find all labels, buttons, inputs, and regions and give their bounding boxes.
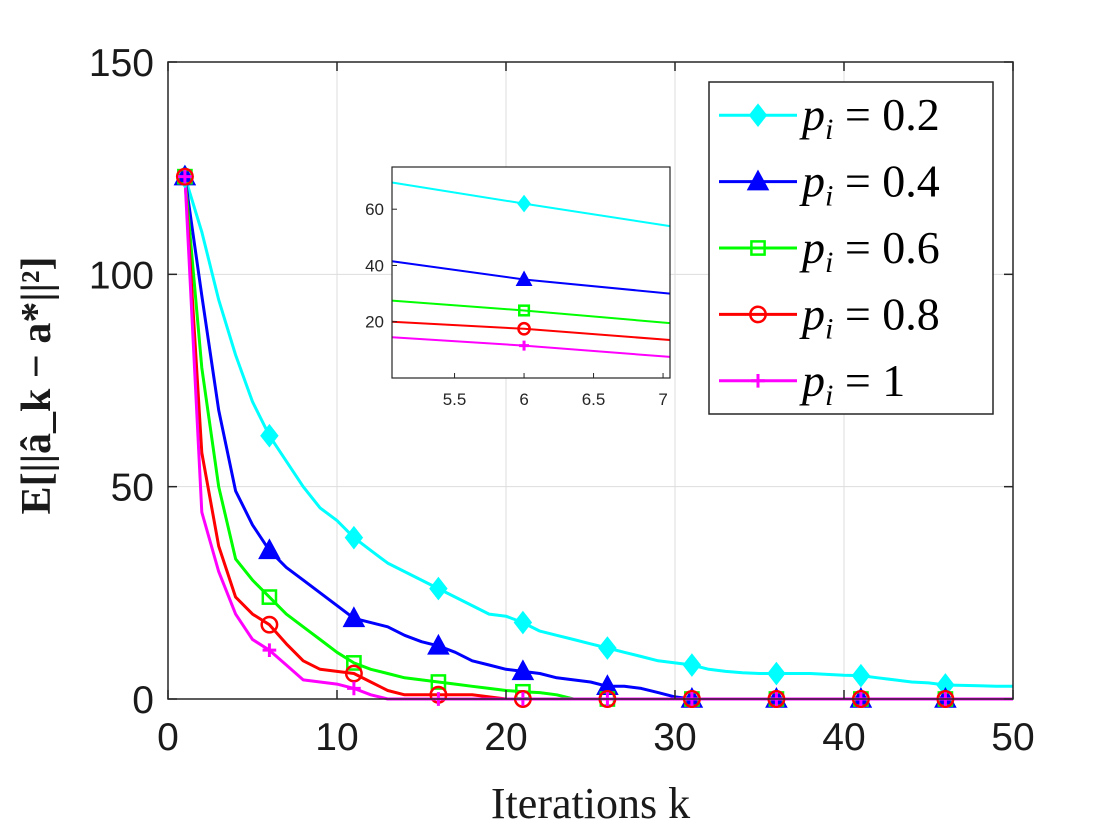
- legend-item: pi = 0.2: [719, 89, 940, 146]
- inset-x-tick-label: 7: [658, 390, 667, 409]
- legend-swatch-marker: [750, 240, 766, 256]
- inset-zoom-plot: 5.5 6 6.5 7 20 40 60: [365, 166, 671, 409]
- series-marker: [175, 167, 194, 186]
- series-marker: [260, 423, 279, 448]
- series-marker: [261, 589, 278, 605]
- series-line: [183, 176, 1013, 688]
- inset-series-marker: [519, 340, 530, 351]
- legend: pi = 0.2 pi = 0.4 pi = 0.6 pi = 0.8 pi = 1: [708, 81, 994, 415]
- inset-series-marker: [515, 270, 533, 287]
- series-marker: [851, 663, 871, 688]
- series-marker: [262, 643, 277, 657]
- legend-item: pi = 0.8: [719, 288, 940, 345]
- legend-swatch-marker: [748, 103, 768, 128]
- x-tick-label: 50: [991, 716, 1034, 759]
- legend-item: pi = 0.6: [719, 222, 940, 279]
- series-marker: [598, 636, 617, 660]
- series-marker: [178, 169, 192, 184]
- series-marker: [344, 525, 364, 550]
- inset-series-marker: [518, 304, 531, 317]
- series-marker: [511, 659, 535, 681]
- y-tick-label: 0: [132, 679, 154, 722]
- inset-y-tick-label: 20: [365, 313, 384, 332]
- series-marker: [258, 538, 281, 560]
- inset-series-marker: [517, 321, 531, 336]
- legend-swatch-marker: [746, 169, 770, 191]
- legend-label: pi = 1: [799, 355, 905, 412]
- inset-x-tick-label: 6.5: [582, 390, 606, 409]
- y-tick-label: 100: [89, 254, 154, 297]
- inset-axes-box: [391, 166, 671, 379]
- legend-swatch-marker: [751, 373, 765, 388]
- main-axis-ticks: 0 10 20 30 40 50 0 50 100 150: [89, 42, 1035, 759]
- series-marker: [347, 681, 361, 696]
- series-marker: [344, 664, 363, 683]
- y-tick-label: 150: [89, 42, 154, 85]
- legend-item: pi = 1: [719, 355, 905, 412]
- inset-x-tick-label: 6: [519, 390, 528, 409]
- inset-series-line: [391, 299, 671, 325]
- series-marker: [342, 606, 366, 628]
- inset-series-line: [391, 320, 671, 341]
- series-marker: [260, 615, 279, 634]
- inset-series: [391, 181, 671, 358]
- inset-y-tick-label: 60: [365, 200, 384, 219]
- legend-label: pi = 0.2: [799, 89, 940, 146]
- x-tick-label: 0: [157, 716, 179, 759]
- series-marker: [346, 655, 362, 671]
- legend-swatch-marker: [749, 305, 767, 324]
- x-tick-label: 20: [484, 716, 527, 759]
- y-tick-label: 50: [111, 467, 154, 510]
- inset-axis-ticks: 5.5 6 6.5 7 20 40 60: [365, 200, 668, 409]
- legend-item: pi = 0.4: [719, 156, 940, 213]
- y-axis-label: E[||â_k − a*||²]: [14, 257, 60, 515]
- inset-y-tick-label: 40: [365, 256, 384, 275]
- series-marker: [767, 661, 786, 686]
- series-marker: [513, 610, 533, 635]
- x-tick-label: 30: [653, 716, 696, 759]
- series-marker: [682, 653, 702, 677]
- x-axis-label: Iterations k: [491, 779, 690, 828]
- legend-label: pi = 0.6: [799, 222, 940, 279]
- legend-label: pi = 0.4: [799, 156, 940, 213]
- x-tick-label: 40: [822, 716, 865, 759]
- series-marker: [430, 674, 447, 690]
- inset-background: [392, 167, 670, 378]
- legend-label: pi = 0.8: [799, 288, 940, 345]
- inset-x-tick-label: 5.5: [443, 390, 467, 409]
- series-marker: [427, 633, 450, 655]
- x-tick-label: 10: [315, 716, 358, 759]
- inset-series-marker: [517, 194, 531, 213]
- series-marker: [429, 576, 448, 601]
- main-axes-box: [167, 61, 1014, 700]
